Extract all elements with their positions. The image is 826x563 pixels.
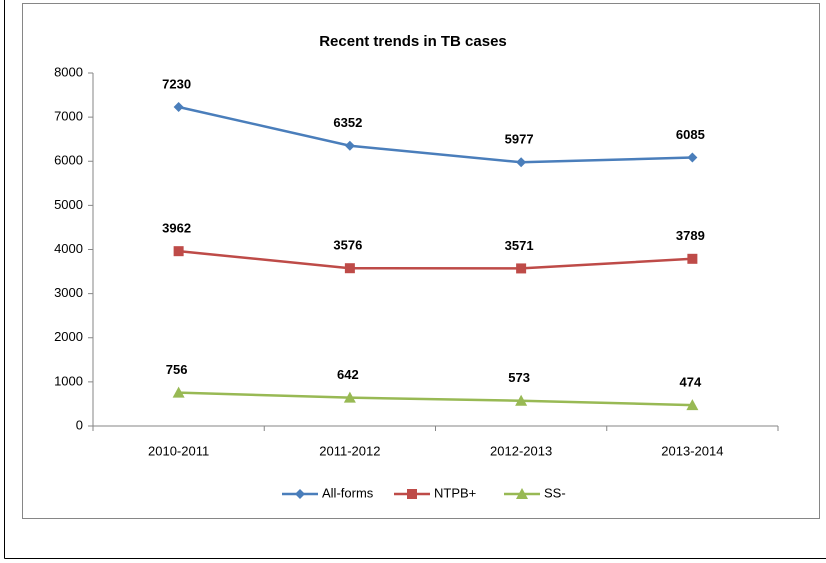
data-point [173,101,184,112]
y-tick-label: 5000 [54,197,83,212]
x-tick-label: 2010-2011 [148,443,209,458]
data-label: 3576 [333,238,362,253]
series-line [178,391,693,407]
legend-marker [295,489,305,499]
series-line [178,249,693,270]
y-tick-label: 4000 [54,241,83,256]
legend-label: NTPB+ [434,485,476,500]
data-point [687,152,698,163]
data-point [516,157,527,168]
data-point [686,399,699,411]
data-label: 642 [337,367,359,382]
data-point [344,140,355,151]
data-label: 573 [508,370,530,385]
x-tick-label: 2012-2013 [490,443,552,458]
data-point [515,394,528,406]
data-label: 6085 [676,127,705,142]
series-line [178,105,693,164]
y-tick-label: 6000 [54,153,83,168]
x-tick-label: 2011-2012 [319,443,380,458]
data-label: 3571 [505,238,534,253]
data-label: 7230 [162,76,191,91]
y-tick-label: 1000 [54,373,83,388]
data-point [687,253,698,264]
data-point [172,386,185,398]
y-tick-label: 2000 [54,329,83,344]
x-tick-label: 2013-2014 [661,443,723,458]
data-point [173,246,184,257]
data-label: 3789 [676,228,705,243]
legend-label: SS- [544,485,566,500]
y-tick-label: 7000 [54,109,83,124]
legend-marker [516,488,528,499]
data-label: 5977 [505,132,534,147]
chart-frame [22,3,820,519]
y-tick-label: 3000 [54,285,83,300]
data-label: 6352 [333,115,362,130]
data-point [343,391,356,403]
y-tick-label: 8000 [54,64,83,79]
y-tick-label: 0 [76,417,83,432]
data-label: 474 [680,375,702,390]
data-label: 3962 [162,221,191,236]
data-point [344,263,355,274]
data-point [516,263,527,274]
chart-title: Recent trends in TB cases [319,33,507,50]
legend-marker [407,489,417,499]
data-label: 756 [166,362,188,377]
legend-label: All-forms [322,485,374,500]
